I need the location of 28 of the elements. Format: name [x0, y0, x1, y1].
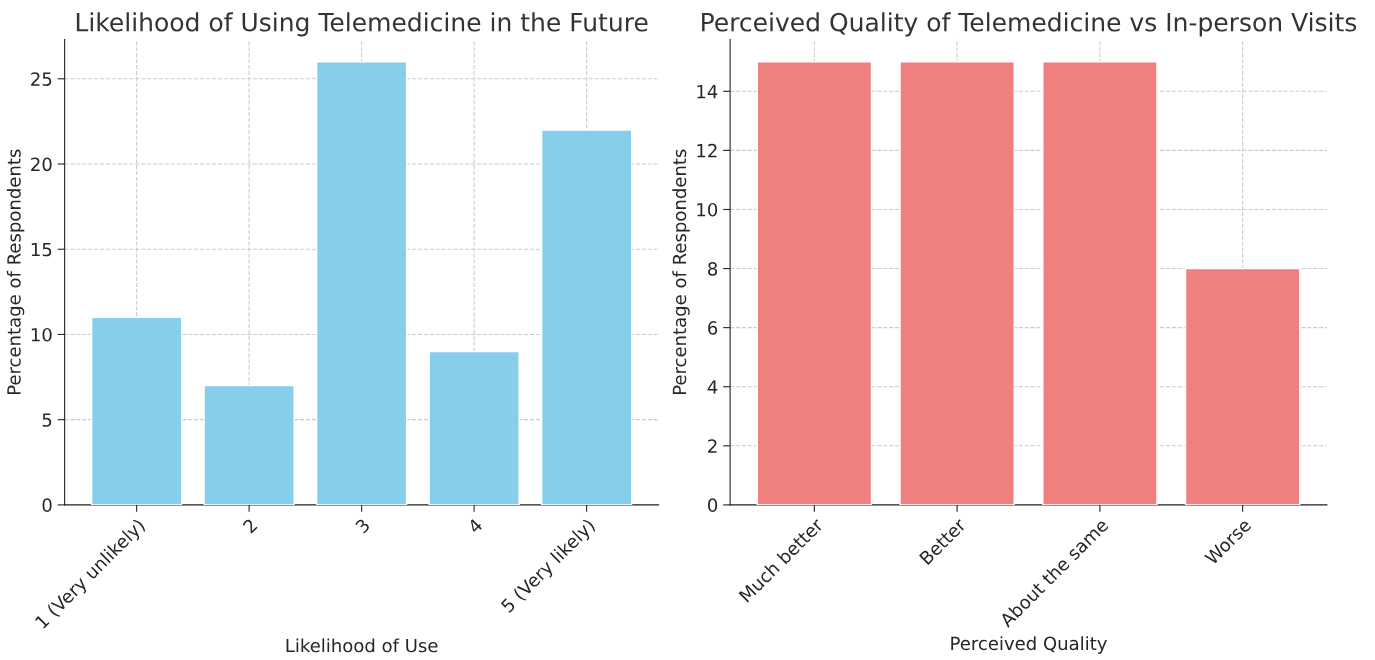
y-axis-title: Percentage of Respondents	[672, 149, 690, 395]
x-tick-label: 2	[242, 518, 258, 534]
y-tick-label: 25	[31, 72, 52, 86]
chart-title: Perceived Quality of Telemedicine vs In-person Visits	[702, 12, 1357, 37]
y-tick-label: 6	[708, 321, 718, 335]
y-tick-label: 12	[697, 143, 717, 158]
y-tick-label: 5	[42, 413, 52, 427]
x-tick-label: 4	[467, 517, 484, 534]
y-tick-label: 2	[708, 439, 717, 453]
y-tick-label: 10	[31, 327, 52, 342]
y-tick-label: 20	[31, 157, 52, 172]
bar	[203, 384, 295, 505]
y-tick-label: 15	[31, 242, 52, 257]
x-axis-title: Perceived Quality	[951, 636, 1107, 654]
y-tick-label: 8	[708, 262, 718, 276]
y-tick-label: 0	[708, 498, 718, 513]
bar	[315, 61, 408, 505]
y-tick-label: 0	[42, 498, 52, 513]
y-axis-title: Percentage of Respondents	[6, 149, 25, 395]
bar	[90, 316, 183, 505]
bar	[428, 350, 520, 505]
y-tick-label: 10	[697, 202, 718, 217]
x-axis-title: Likelihood of Use	[286, 638, 438, 653]
y-tick-label: 14	[697, 85, 718, 99]
chart-title: Likelihood of Using Telemedicine in the Future	[76, 12, 648, 37]
x-tick-label: 3	[354, 517, 371, 534]
y-tick-label: 4	[707, 380, 718, 394]
bar	[540, 129, 633, 505]
